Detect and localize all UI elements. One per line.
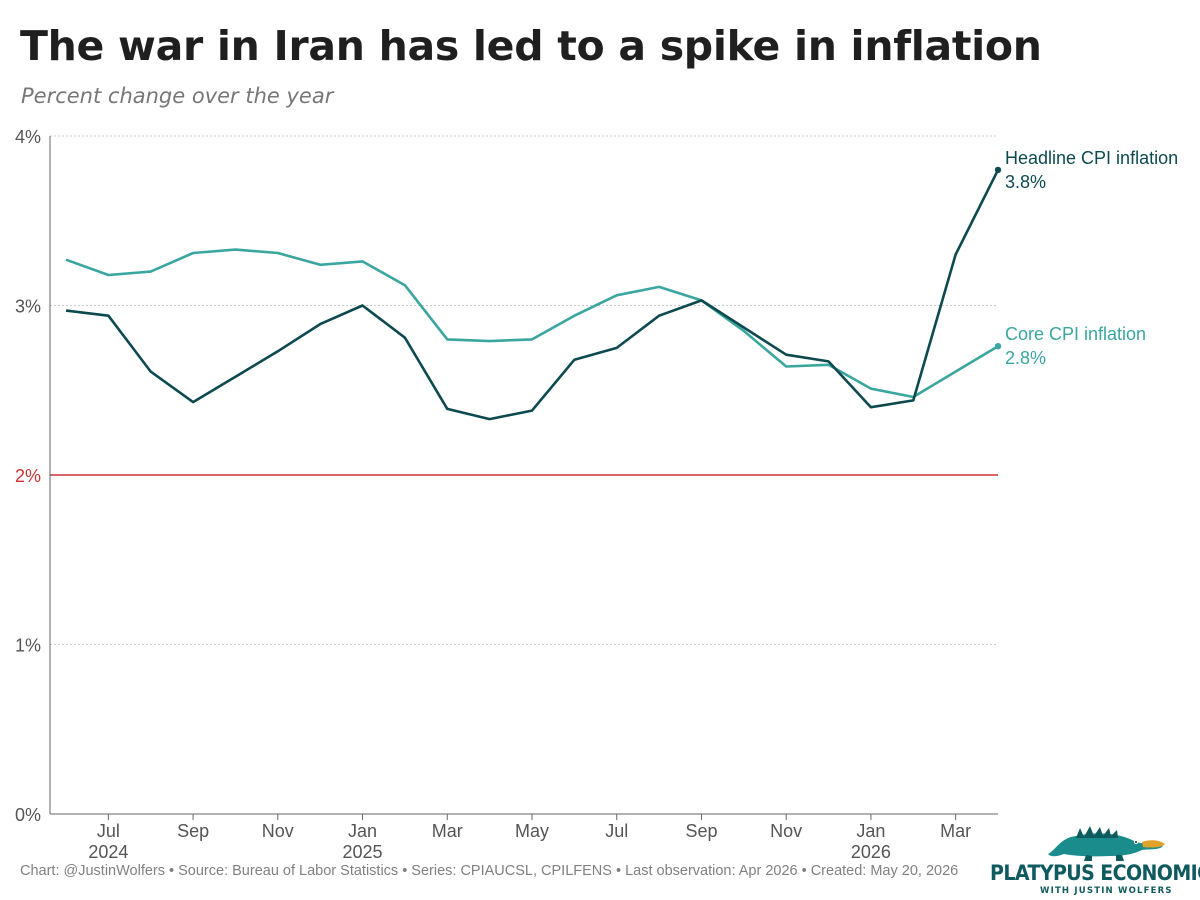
x-tick-year-label: 2026 (851, 842, 891, 860)
series-end-point-core (994, 342, 1002, 350)
y-tick-label: 3% (15, 297, 41, 317)
chart-subtitle: Percent change over the year (21, 84, 334, 108)
y-tick-label: 0% (15, 805, 41, 825)
logo-tagline: WITH JUSTIN WOLFERS (1040, 886, 1173, 896)
platypus-economics-logo: PLATYPUS ECONOMICS WITH JUSTIN WOLFERS (986, 820, 1200, 898)
x-tick-year-label: 2024 (88, 842, 128, 860)
x-tick-label: Mar (940, 821, 971, 841)
series-line-core (65, 248, 999, 399)
y-tick-label: 4% (15, 127, 41, 147)
series-value-label-core: 2.8% (1005, 348, 1046, 368)
y-tick-label: 2% (15, 466, 41, 486)
chart-title: The war in Iran has led to a spike in in… (20, 22, 1042, 70)
series-line-headline (65, 169, 1000, 421)
x-tick-year-label: 2025 (343, 842, 383, 860)
series-value-label-headline: 3.8% (1005, 172, 1046, 192)
x-tick-label: Nov (770, 821, 802, 841)
series-end-point-headline (994, 166, 1002, 174)
logo-wordmark: PLATYPUS ECONOMICS (990, 861, 1200, 886)
source-footer: Chart: @JustinWolfers • Source: Bureau o… (20, 863, 959, 879)
x-tick-label: Sep (685, 821, 717, 841)
x-tick-label: Mar (432, 821, 463, 841)
x-tick-label: Jul (605, 821, 628, 841)
x-tick-label: Jan (856, 821, 885, 841)
x-tick-label: Jul (97, 821, 120, 841)
x-tick-label: Nov (262, 821, 294, 841)
x-tick-label: Jan (348, 821, 377, 841)
x-tick-label: Sep (177, 821, 209, 841)
series-label-headline: Headline CPI inflation (1005, 148, 1178, 168)
platypus-icon (1048, 826, 1165, 861)
x-tick-label: May (515, 821, 549, 841)
y-tick-label: 1% (15, 636, 41, 656)
series-label-core: Core CPI inflation (1005, 324, 1146, 344)
